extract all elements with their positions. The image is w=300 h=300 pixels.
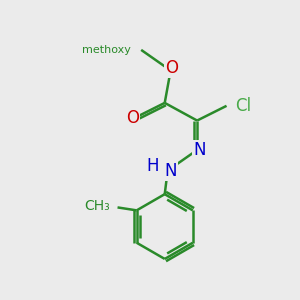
Text: N: N bbox=[194, 141, 206, 159]
Text: O: O bbox=[126, 109, 139, 127]
Text: H: H bbox=[147, 157, 159, 175]
Text: Cl: Cl bbox=[236, 97, 251, 115]
Text: O: O bbox=[166, 58, 178, 76]
Text: methoxy: methoxy bbox=[82, 45, 131, 55]
Text: CH₃: CH₃ bbox=[84, 199, 110, 213]
Text: N: N bbox=[164, 162, 177, 180]
